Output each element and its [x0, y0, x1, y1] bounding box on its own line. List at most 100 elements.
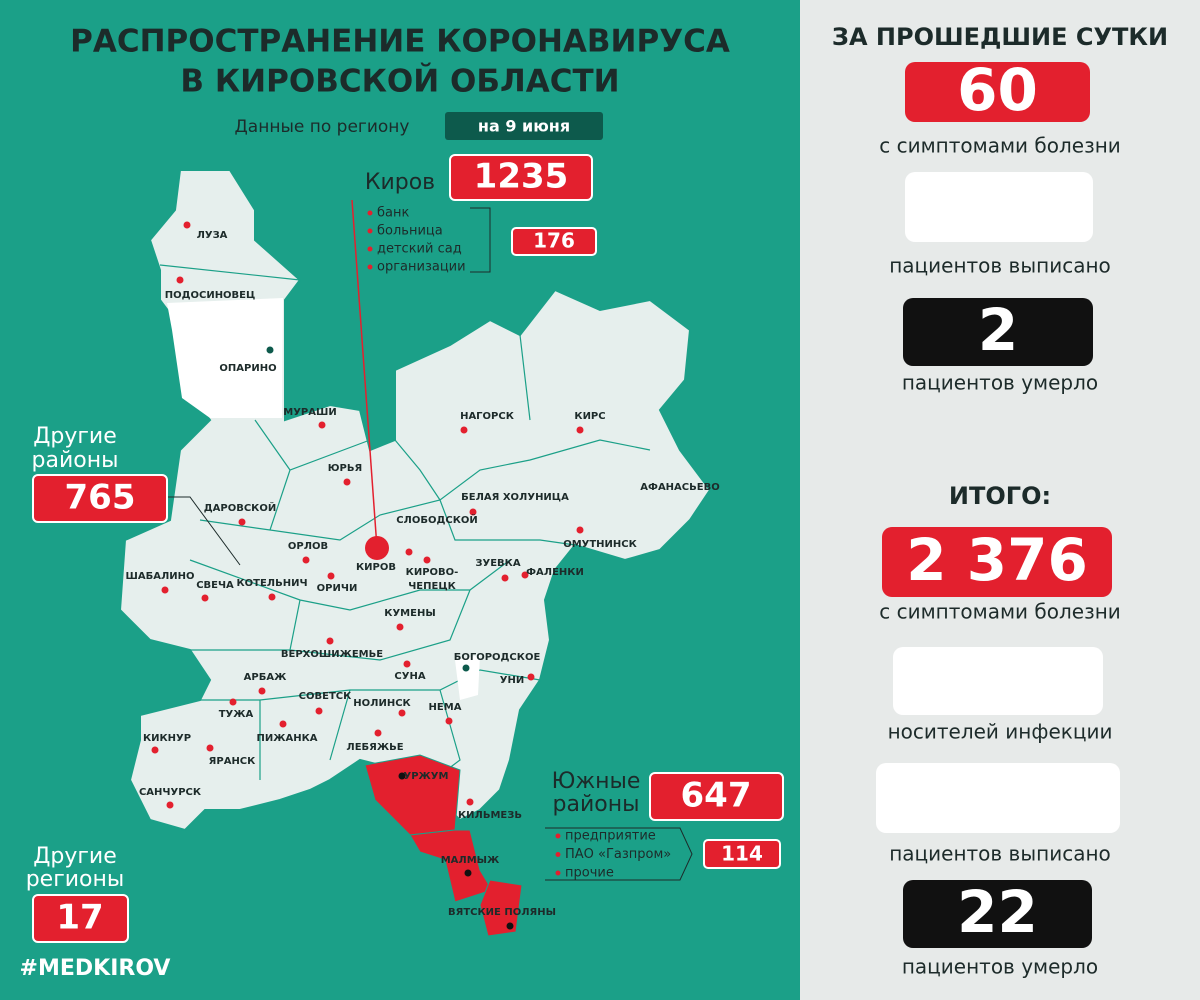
stat-box [882, 527, 1112, 597]
stat-value: 109 [938, 171, 1059, 239]
district-label: ЗУЕВКА [475, 558, 520, 569]
right-panel [800, 0, 1200, 1000]
leader-line [165, 496, 241, 566]
date: на 9 июня [478, 117, 570, 136]
callout-value: 647 [681, 776, 752, 816]
callout-label: Южные [552, 769, 641, 794]
city-dot [445, 717, 453, 725]
city-dot [506, 922, 514, 930]
stat-label: с симптомами болезни [879, 600, 1121, 624]
callout-value: 1235 [474, 157, 569, 197]
city-dot [501, 574, 509, 582]
value-box [32, 474, 168, 523]
city-dot [318, 421, 326, 429]
bullet [367, 246, 373, 252]
district-label: ПОДОСИНОВЕЦ [165, 290, 256, 301]
value-box [32, 894, 129, 943]
city-dot [268, 593, 276, 601]
district-label: НЕМА [429, 702, 462, 713]
city-dot [464, 869, 472, 877]
district-label: КОТЕЛЬНИЧ [236, 578, 307, 589]
leader-line [351, 199, 378, 549]
stat-box [876, 763, 1120, 833]
district-label: ЛУЗА [197, 230, 228, 241]
city-dot [326, 637, 334, 645]
district-label: УНИ [500, 675, 524, 686]
district-label: МАЛМЫЖ [441, 855, 500, 866]
city-dot [469, 508, 477, 516]
city-dot [151, 746, 159, 754]
district-label: СОВЕТСК [299, 691, 352, 702]
stat-box [905, 62, 1090, 122]
bracket [470, 207, 491, 273]
city-dot [183, 221, 191, 229]
city-dot [423, 556, 431, 564]
bullet [555, 870, 561, 876]
stat-label: пациентов выписано [889, 842, 1111, 866]
district-highlight [167, 298, 283, 418]
reason: больница [377, 224, 443, 239]
district-label: ЧЕПЕЦК [408, 581, 456, 592]
district-label: НОЛИНСК [353, 698, 411, 709]
district-highlight [455, 655, 480, 700]
district-label: БЕЛАЯ ХОЛУНИЦА [461, 492, 569, 503]
stat-box [903, 298, 1093, 366]
city-dot [315, 707, 323, 715]
stat-value: 60 [957, 56, 1038, 124]
value-box [649, 772, 784, 821]
bullet [555, 852, 561, 857]
district-label: ВЯТСКИЕ ПОЛЯНЫ [448, 907, 556, 918]
bullet [367, 228, 373, 234]
bullet [367, 264, 373, 270]
value-box [703, 839, 781, 869]
city-dot [258, 687, 266, 695]
city-dot [398, 709, 406, 717]
district-label: ПИЖАНКА [256, 733, 317, 744]
district-label: ДАРОВСКОЙ [204, 501, 276, 514]
city-dot [462, 664, 470, 672]
stat-value: 22 [957, 878, 1038, 946]
section-title: ИТОГО: [949, 482, 1051, 510]
city-dot [327, 572, 335, 580]
district-label: ЛЕБЯЖЬЕ [346, 742, 403, 753]
date-box [445, 112, 603, 140]
stat-label: пациентов умерло [902, 371, 1098, 395]
district-label: ФАЛЕНКИ [526, 567, 584, 578]
district-label: ЮРЬЯ [328, 463, 362, 474]
city-dot [405, 548, 413, 556]
reason: банк [377, 206, 409, 221]
district-label: ВЕРХОШИЖЕМЬЕ [281, 649, 383, 660]
district-label: ОРЛОВ [288, 541, 328, 552]
district-label: КИРС [574, 411, 605, 422]
city-dot [229, 698, 237, 706]
city-dot [466, 798, 474, 806]
section-title: ЗА ПРОШЕДШИЕ СУТКИ [832, 23, 1168, 51]
bullet [555, 833, 561, 839]
district-label: САНЧУРСК [139, 787, 202, 798]
district-red [479, 879, 523, 937]
bracket [545, 827, 693, 881]
sub-value: 114 [721, 842, 763, 866]
city-dot [166, 801, 174, 809]
district-label: СЛОБОДСКОЙ [396, 513, 478, 526]
city-dot [398, 772, 406, 780]
callout-label: районы [553, 792, 640, 817]
reason: организации [377, 260, 466, 275]
city-dot [527, 673, 535, 681]
title: РАСПРОСТРАНЕНИЕ КОРОНАВИРУСА [70, 24, 730, 60]
sub-value: 176 [533, 229, 575, 253]
bullet [367, 210, 373, 216]
map: ЛУЗА ПОДОСИНОВЕЦ ОПАРИНО МУРАШИ ЮРЬЯ НАГОРСК К… [118, 169, 720, 937]
callout-label: Другие [33, 424, 117, 449]
city-dot [521, 571, 529, 579]
district-label: СУНА [394, 671, 425, 682]
subtitle: Данные по региону [235, 117, 410, 137]
district-label: ОМУТНИНСК [563, 539, 637, 550]
district-label: БОГОРОДСКОЕ [454, 652, 541, 663]
district-label: КИРОВ [356, 562, 396, 573]
city-dot [460, 426, 468, 434]
city-dot [343, 478, 351, 486]
city-dot [576, 426, 584, 434]
city-dot [201, 594, 209, 602]
